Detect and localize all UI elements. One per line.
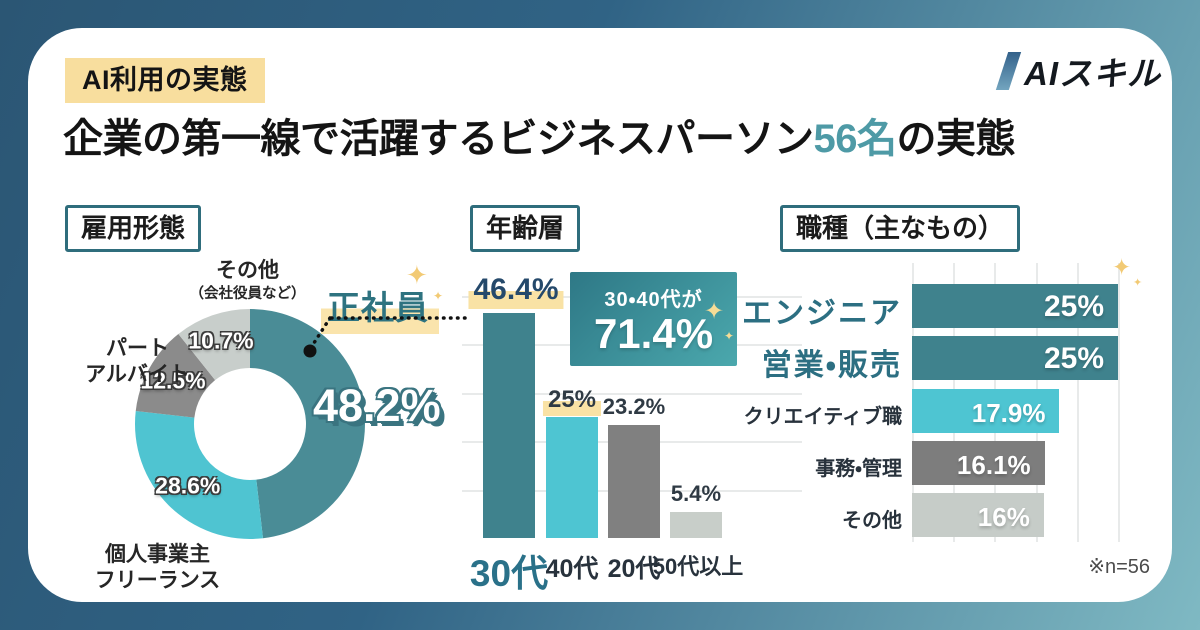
callout-line1: 30・40代が [604,289,703,311]
leader-line [303,316,467,358]
brand-logo: AIスキル [995,47,1161,95]
donut-slice-value: 10.7% [188,327,254,354]
gridline [1118,263,1120,542]
job-axis-label-エンジニア: エンジニア [742,297,902,330]
job-bar-営業・販売 [912,336,1118,380]
title-suffix: の実態 [896,117,1016,161]
age-bar-chart: 46.4% 30代 25% 40代 23.2% 20代 5.4% 50代以上 [455,265,807,600]
sparkle-icon: ✦ [433,289,444,303]
donut-slice-value: 12.5% [140,367,206,394]
topic-badge: AI利用の実態 [65,58,265,104]
donut-slice-3 [178,309,250,381]
sample-size-note: ※n=56 [1088,556,1150,578]
donut-label-other: その他 [216,259,279,282]
job-bar-エンジニア [912,284,1118,328]
job-bar-value: 25% [1043,290,1104,323]
age-bar-value: 5.4% [670,480,722,506]
sparkle-icon: ✦ [1112,254,1132,280]
section-title-age: 年齢層 [470,205,581,253]
age-bar-value-wrap: 5.4% [671,481,721,507]
age-bar-30代 [483,312,535,538]
job-bar-事務・管理 [912,441,1045,485]
donut-slice-0 [250,309,365,539]
age-axis-label-20代: 20代 [607,555,661,583]
job-bar-chart: 25% エンジニア 25% 営業・販売 17.9% クリエイティブ職 16.1% 事務・管理 1… [742,258,1180,558]
donut-svg [134,309,365,539]
job-bar-value: 16% [977,502,1030,532]
sparkle-icon: ✦ [406,260,428,290]
age-axis-label-40代: 40代 [545,555,599,583]
title-highlight-count: 56名 [813,117,898,161]
age-bar-40代 [546,416,598,538]
sparkle-icon: ✦ [704,298,725,325]
job-bar-その他 [912,493,1044,537]
logo-text: AIスキル [1024,55,1161,92]
page-title: 企業の第一線で活躍するビジネスパーソン56名の実態 [63,106,1015,164]
gridline [1076,263,1079,542]
donut-slice-value: 28.6% [155,472,221,499]
donut-label-other-sub: （会社役員など） [189,286,306,302]
callout-line2: 71.4% [593,310,714,357]
donut-value-fulltime: 48.2% [313,380,441,431]
age-axis-label-30代: 30代 [469,553,549,594]
age-bar-value: 23.2% [602,394,666,420]
donut-label-fulltime: 正社員 [321,281,439,334]
job-bar-value: 25% [1043,342,1104,375]
age-bar-20代 [608,425,660,538]
section-title-employment: 雇用形態 [65,205,202,253]
title-prefix: 企業の第一線で活躍するビジネスパーソン [63,117,814,161]
donut-label-parttime: パート アルバイト [85,337,190,387]
age-bar-50代以上 [670,511,722,538]
sparkle-icon: ✦ [724,329,735,343]
job-bar-クリエイティブ職 [912,389,1060,433]
donut-slice-2 [135,334,216,418]
age-axis-label-50代以上: 50代以上 [652,554,744,579]
age-bar-value-wrap: 46.4% [468,272,564,309]
age-bar-value-wrap: 23.2% [603,394,665,420]
job-bar-value: 16.1% [956,450,1031,480]
donut-slice-1 [134,411,263,539]
age-callout: 30・40代が 71.4% [570,272,737,366]
job-axis-label-クリエイティブ職: クリエイティブ職 [743,406,902,428]
job-bar-value: 17.9% [971,398,1046,428]
job-axis-label-その他: その他 [842,510,902,532]
age-bar-value-wrap: 25% [542,385,602,416]
gridline [462,392,802,395]
sparkle-icon: ✦ [1133,277,1143,289]
donut-label-freelance: 個人事業主 フリーランス [94,543,221,593]
job-axis-label-事務・管理: 事務・管理 [815,458,902,480]
age-bar-value: 46.4% [468,272,564,309]
employment-donut-chart: 28.6% 12.5% 10.7% [120,294,380,554]
age-bar-value: 25% [542,385,602,416]
section-title-job: 職種（主なもの） [780,205,1021,253]
job-axis-label-営業・販売: 営業・販売 [761,349,902,382]
